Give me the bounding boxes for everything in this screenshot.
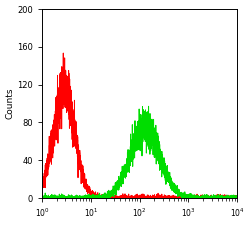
Y-axis label: Counts: Counts <box>6 88 15 119</box>
